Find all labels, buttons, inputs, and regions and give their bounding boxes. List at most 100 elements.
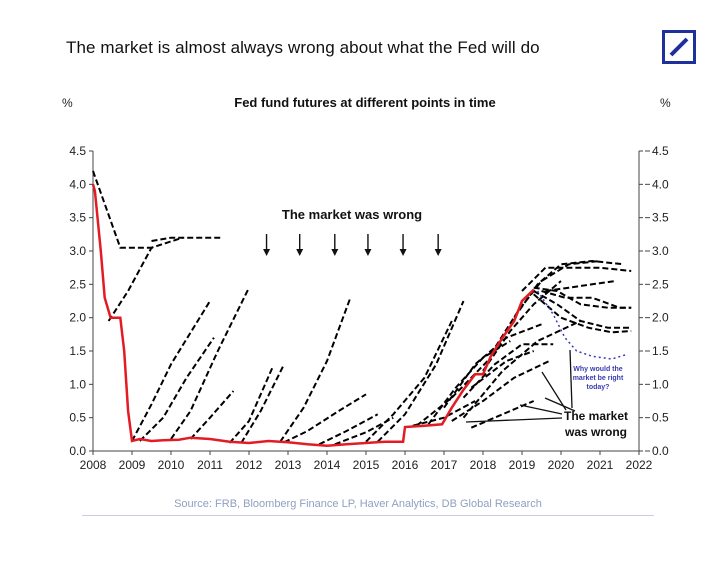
x-tick-label: 2012 <box>236 458 263 472</box>
futures-curve <box>470 350 535 389</box>
right-y-tick-label: 2.5 <box>652 277 669 291</box>
bottom-arrow-5 <box>544 397 576 412</box>
futures-curve <box>139 337 215 442</box>
futures-curve <box>92 170 156 249</box>
futures-curve <box>462 320 581 419</box>
futures-curve <box>131 300 211 442</box>
left-y-tick-label: 3.0 <box>69 244 86 258</box>
headline: The market is almost always wrong about … <box>66 38 540 57</box>
source-divider <box>82 515 654 516</box>
bottom-arrow-4 <box>569 349 573 409</box>
left-y-tick-label: 3.5 <box>69 211 86 225</box>
left-y-tick-label: 0.0 <box>69 444 86 458</box>
futures-curve <box>443 323 542 409</box>
futures-curve <box>365 320 453 443</box>
top-arrows <box>263 234 442 256</box>
top-arrow-head <box>296 249 304 256</box>
left-y-ticks: 0.0 0.5 1.0 1.5 2.0 2.5 3.0 3.5 4.0 4.5 <box>69 144 93 458</box>
futures-curve <box>451 360 550 422</box>
futures-curve <box>521 266 632 292</box>
right-y-tick-label: 4.5 <box>652 144 669 158</box>
futures-curve <box>107 236 184 322</box>
annotation-top: The market was wrong <box>282 207 422 222</box>
x-tick-label: 2016 <box>392 458 419 472</box>
left-y-tick-label: 2.5 <box>69 277 86 291</box>
bottom-arrow-3 <box>541 371 567 411</box>
right-y-tick-label: 1.5 <box>652 344 669 358</box>
top-arrow-head <box>331 249 339 256</box>
futures-curve <box>151 236 222 242</box>
x-tick-label: 2019 <box>509 458 536 472</box>
futures-curve <box>541 290 632 309</box>
futures-curves <box>92 170 632 446</box>
futures-curve <box>228 367 274 444</box>
bottom-arrow-2 <box>465 417 563 423</box>
x-tick-label: 2008 <box>80 458 107 472</box>
futures-curve <box>533 293 632 334</box>
futures-curve <box>412 400 476 427</box>
left-y-tick-label: 0.5 <box>69 411 86 425</box>
annotation-bottom-line2: was wrong <box>564 425 627 439</box>
x-tick-label: 2020 <box>548 458 575 472</box>
futures-curve <box>334 416 394 446</box>
right-y-ticks: 0.0 0.5 1.0 1.5 2.0 2.5 3.0 3.5 4.0 4.5 <box>639 144 669 458</box>
x-tick-label: 2014 <box>314 458 341 472</box>
futures-curve <box>279 297 352 443</box>
question-line1: Why would the <box>573 366 622 373</box>
actual-fed-funds-line <box>91 183 535 447</box>
x-tick-label: 2018 <box>470 458 497 472</box>
futures-curve <box>318 413 379 446</box>
top-arrow-head <box>263 249 271 256</box>
top-arrow-head <box>434 249 442 256</box>
left-y-tick-label: 2.0 <box>69 311 86 325</box>
futures-curve <box>533 286 632 309</box>
left-y-tick-label: 1.0 <box>69 377 86 391</box>
chart-title: Fed fund futures at different points in … <box>234 95 495 110</box>
bottom-arrows <box>465 349 576 423</box>
x-tick-label: 2009 <box>119 458 146 472</box>
futures-curve <box>416 357 492 427</box>
futures-curve <box>427 340 511 425</box>
x-tick-label: 2015 <box>353 458 380 472</box>
scenario-dotted-line <box>536 290 628 360</box>
question-line2: market be right <box>573 375 624 382</box>
x-tick-label: 2010 <box>158 458 185 472</box>
futures-curve <box>545 280 616 292</box>
question-line3: today? <box>587 384 610 391</box>
futures-curve <box>533 290 632 329</box>
bottom-arrow-1 <box>519 404 563 415</box>
futures-curve <box>170 287 250 440</box>
logo-frame <box>662 30 696 64</box>
futures-curve <box>513 259 624 319</box>
left-y-tick-label: 4.5 <box>69 144 86 158</box>
x-ticks: 2008 2009 2010 2011 2012 2013 2014 2015 2016 2017… <box>80 451 653 472</box>
right-y-tick-label: 3.0 <box>652 244 669 258</box>
left-y-tick-label: 4.0 <box>69 177 86 191</box>
futures-curve <box>376 300 465 443</box>
source-note: Source: FRB, Bloomberg Finance LP, Haver… <box>174 498 542 510</box>
futures-curve <box>240 363 285 444</box>
right-y-tick-label: 1.0 <box>652 377 669 391</box>
top-arrow-head <box>399 249 407 256</box>
annotation-bottom-line1: The market <box>564 409 628 423</box>
left-y-tick-label: 1.5 <box>69 344 86 358</box>
right-y-tick-label: 3.5 <box>652 211 669 225</box>
right-y-tick-label: 0.5 <box>652 411 669 425</box>
right-y-tick-label: 2.0 <box>652 311 669 325</box>
deutsche-bank-logo <box>662 30 696 64</box>
x-tick-label: 2022 <box>626 458 653 472</box>
futures-curve <box>283 393 367 444</box>
x-tick-label: 2017 <box>431 458 458 472</box>
futures-curve <box>470 400 535 429</box>
futures-curve <box>489 260 601 355</box>
x-tick-label: 2013 <box>275 458 302 472</box>
futures-curve <box>189 390 235 440</box>
logo-slash <box>669 37 689 57</box>
right-y-tick-label: 4.0 <box>652 177 669 191</box>
top-arrow-head <box>364 249 372 256</box>
x-tick-label: 2011 <box>197 458 223 472</box>
futures-curve <box>482 280 562 372</box>
x-tick-label: 2021 <box>587 458 614 472</box>
right-y-tick-label: 0.0 <box>652 444 669 458</box>
